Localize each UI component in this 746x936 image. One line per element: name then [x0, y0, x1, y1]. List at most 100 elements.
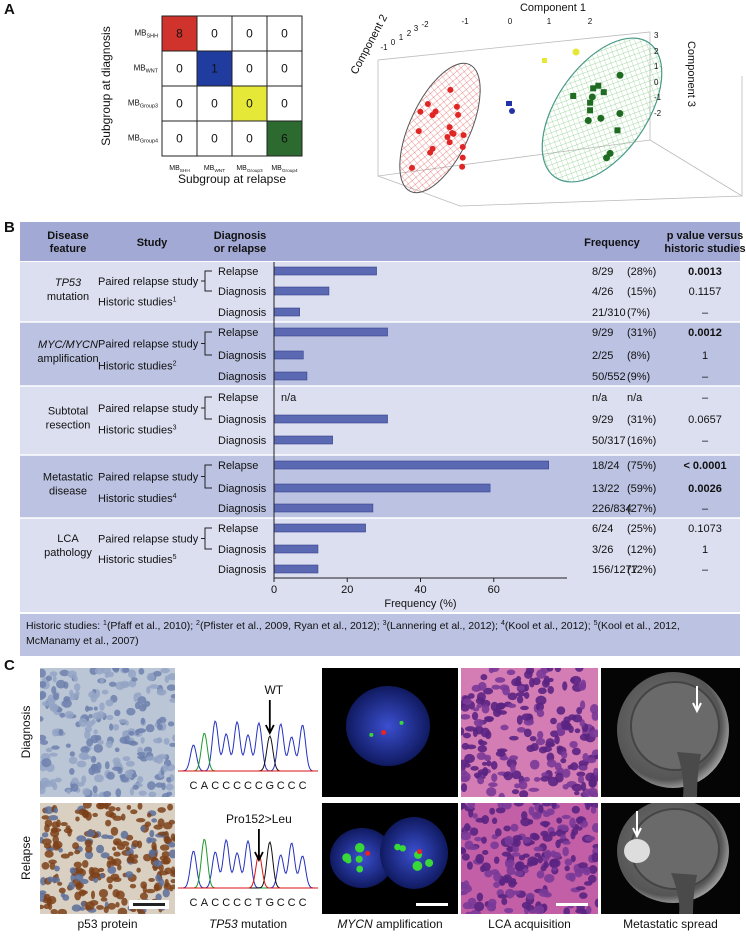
cell	[68, 851, 74, 856]
disease-feature: mutation	[47, 291, 89, 303]
cell	[166, 777, 172, 783]
cell	[69, 767, 75, 775]
nucleus	[533, 777, 541, 782]
scale-bar	[133, 903, 165, 906]
tick-label: 40	[414, 584, 426, 596]
cell	[165, 783, 174, 791]
cell	[68, 756, 78, 765]
nucleus	[490, 760, 498, 770]
nucleus	[513, 803, 524, 807]
panel-label: A	[4, 1, 15, 18]
cell	[149, 829, 155, 838]
subgroup-sub: Group3	[247, 168, 263, 174]
tick-label: 1	[547, 17, 552, 26]
cell	[118, 718, 128, 724]
cell	[152, 756, 159, 763]
sample-point	[587, 107, 594, 114]
base-call: G	[266, 897, 275, 909]
cell	[41, 815, 50, 820]
cell	[85, 844, 93, 853]
nucleus	[526, 745, 535, 753]
base-call: C	[299, 780, 307, 792]
cell	[48, 752, 58, 757]
cell	[170, 833, 175, 841]
nucleus	[462, 732, 472, 739]
p-value: –	[702, 392, 709, 404]
nucleus	[538, 888, 550, 897]
nucleus	[480, 674, 488, 681]
cell	[82, 860, 89, 868]
bar	[273, 460, 549, 470]
cell	[101, 834, 110, 839]
nucleus	[504, 835, 514, 846]
nucleus	[509, 755, 519, 761]
cell	[144, 700, 151, 707]
nucleus	[502, 686, 510, 696]
base-call: T	[256, 897, 263, 909]
sample-point	[572, 48, 580, 56]
matrix-value: 0	[176, 97, 183, 111]
footnote-ref: 1	[103, 620, 107, 627]
footnote-text: (Kool et al., 2012);	[505, 620, 594, 632]
nucleus	[523, 691, 530, 699]
nucleus	[564, 858, 573, 866]
cell	[112, 846, 117, 851]
cell	[56, 679, 66, 689]
nucleus	[549, 858, 559, 869]
nucleus	[507, 692, 518, 701]
percent: (27%)	[627, 503, 656, 515]
nucleus	[509, 735, 519, 741]
matrix-value: 0	[176, 62, 183, 76]
subgroup-base: MB	[271, 165, 282, 172]
sample-point	[459, 143, 466, 150]
image-panel	[461, 803, 598, 914]
nucleus	[569, 817, 576, 828]
cell	[140, 736, 145, 744]
sample-point	[614, 127, 621, 134]
cell	[69, 867, 76, 874]
cell	[144, 821, 152, 827]
tick-label: 20	[341, 584, 353, 596]
nucleus	[464, 726, 476, 732]
nucleus	[481, 704, 490, 714]
nucleus	[486, 760, 492, 767]
cluster-ellipse	[541, 37, 663, 183]
nucleus	[464, 840, 474, 850]
annotation: Pro152>Leu	[226, 812, 292, 826]
p-value: 0.0657	[688, 414, 722, 426]
cell	[146, 837, 152, 844]
matrix-cell	[196, 85, 233, 122]
cell	[148, 849, 156, 858]
subgroup-label: MBGroup4	[128, 134, 158, 145]
sample-point	[460, 132, 467, 139]
nucleus	[583, 867, 591, 876]
cell	[49, 862, 56, 870]
tick-label: -1	[461, 17, 469, 26]
pca-clusters	[399, 37, 663, 194]
nucleus	[543, 812, 551, 818]
nucleus	[512, 845, 520, 853]
cell	[170, 872, 175, 877]
fraction: 4/26	[592, 286, 613, 298]
cell	[44, 806, 54, 815]
nucleus	[504, 907, 514, 914]
nucleus	[496, 748, 508, 753]
axis-title: Subgroup at relapse	[178, 172, 286, 186]
nucleus	[470, 766, 479, 771]
nucleus	[493, 856, 500, 864]
nucleus	[563, 907, 570, 914]
bar	[273, 286, 330, 296]
nucleus	[552, 851, 562, 859]
nucleus	[482, 766, 489, 777]
nucleus	[570, 675, 582, 685]
study-ref: 2	[173, 361, 177, 368]
fraction: 21/310	[592, 307, 626, 319]
footnote-ref: 2	[196, 620, 200, 627]
cell	[82, 803, 92, 809]
cell	[139, 892, 149, 900]
nucleus	[562, 681, 568, 691]
nucleus	[524, 670, 533, 679]
cell	[40, 734, 47, 741]
p-value: 0.0012	[688, 327, 722, 339]
subgroup-label: MBSHH	[169, 165, 190, 174]
